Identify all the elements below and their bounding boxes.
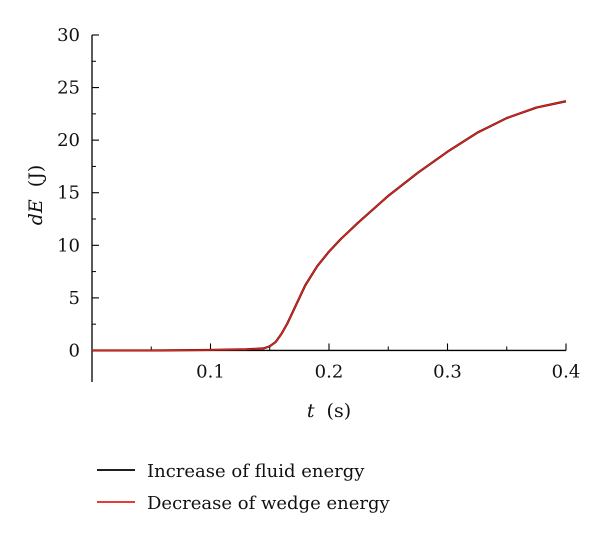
y-axis-label: dE (J) bbox=[25, 165, 47, 226]
y-tick-label: 5 bbox=[69, 288, 80, 309]
plot-lines bbox=[92, 100, 567, 352]
legend: Increase of fluid energy Decrease of wed… bbox=[97, 461, 390, 514]
legend-label-fluid: Increase of fluid energy bbox=[147, 461, 365, 482]
ticks bbox=[92, 34, 567, 352]
x-tick-label: 0.1 bbox=[196, 361, 225, 382]
x-axis-label: t (s) bbox=[307, 400, 351, 422]
y-tick-label: 20 bbox=[57, 130, 80, 151]
x-tick-label: 0.4 bbox=[552, 361, 581, 382]
y-axis-label-var: dE bbox=[25, 199, 47, 225]
x-tick-label: 0.3 bbox=[433, 361, 462, 382]
y-tick-label: 10 bbox=[57, 235, 80, 256]
tick-labels: 0 5 10 15 20 25 30 0.1 0.2 0.3 0.4 bbox=[57, 25, 580, 382]
y-tick-label: 15 bbox=[57, 183, 80, 204]
x-axis-label-var: t bbox=[307, 400, 315, 422]
y-tick-label: 0 bbox=[69, 340, 80, 361]
y-tick-label: 25 bbox=[57, 78, 80, 99]
x-axis-label-unit: (s) bbox=[327, 400, 352, 422]
series-line-1 bbox=[92, 100, 567, 352]
legend-label-wedge: Decrease of wedge energy bbox=[147, 493, 390, 514]
series-line-0 bbox=[92, 100, 567, 352]
y-tick-label: 30 bbox=[57, 25, 80, 46]
axes bbox=[91, 35, 566, 382]
x-tick-label: 0.2 bbox=[315, 361, 344, 382]
y-axis-label-unit: (J) bbox=[25, 165, 47, 187]
